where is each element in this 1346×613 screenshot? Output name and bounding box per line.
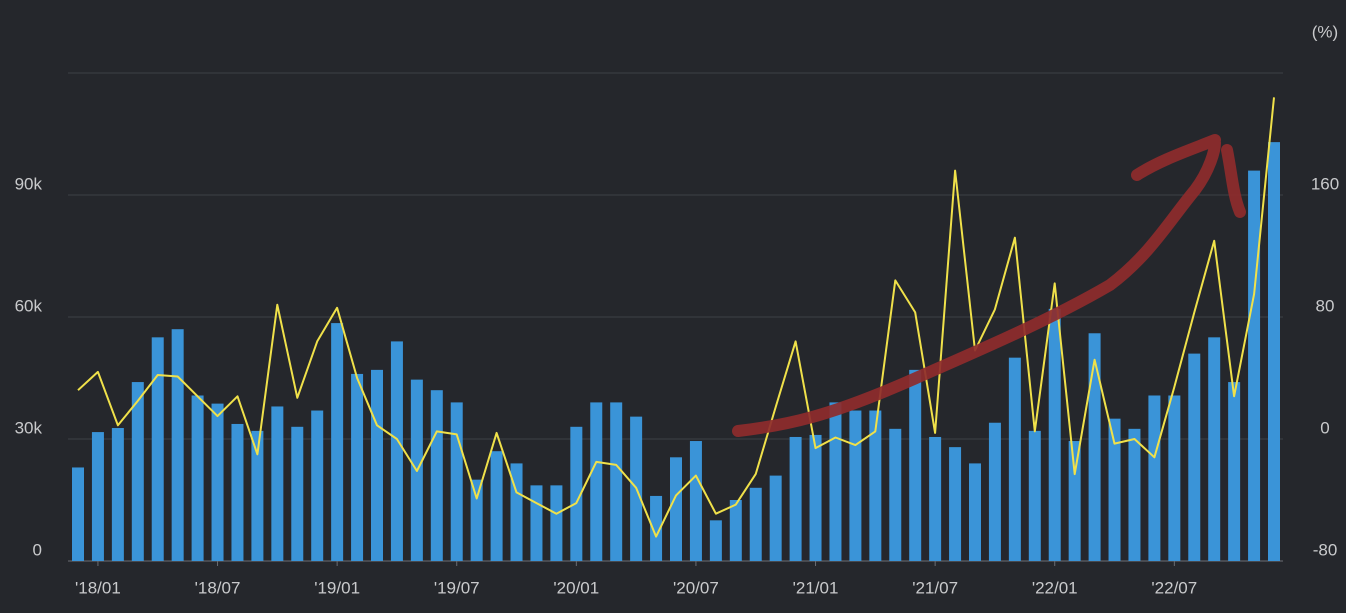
bar bbox=[311, 410, 324, 561]
x-tick-label: '18/07 bbox=[195, 578, 241, 597]
bar bbox=[1028, 430, 1041, 561]
bar bbox=[1208, 337, 1221, 561]
y2-tick-label: 160 bbox=[1311, 174, 1339, 193]
bar bbox=[390, 341, 403, 561]
bar bbox=[650, 495, 663, 561]
bar bbox=[729, 500, 742, 561]
bar bbox=[430, 390, 443, 561]
y-tick-label: 0 bbox=[33, 540, 42, 559]
bar bbox=[251, 430, 264, 561]
arrow-annotation bbox=[732, 134, 1246, 437]
bar bbox=[271, 406, 284, 561]
bar bbox=[1048, 308, 1061, 561]
bar bbox=[371, 369, 383, 561]
bar bbox=[72, 467, 84, 561]
x-tick-label: '20/01 bbox=[553, 578, 599, 597]
bar bbox=[111, 428, 124, 561]
bar bbox=[1108, 418, 1121, 561]
bar bbox=[291, 426, 304, 561]
x-tick-label: '22/01 bbox=[1032, 578, 1078, 597]
bar bbox=[1148, 395, 1161, 561]
bar bbox=[590, 402, 603, 561]
bar bbox=[610, 402, 623, 561]
bar bbox=[749, 487, 762, 561]
bar bbox=[530, 485, 543, 561]
bar bbox=[1128, 428, 1141, 561]
bar bbox=[171, 329, 184, 561]
bar bbox=[1188, 353, 1201, 561]
bar bbox=[809, 434, 822, 561]
y2-axis-label: (%) bbox=[1312, 22, 1338, 41]
y2-tick-label: -80 bbox=[1313, 540, 1338, 559]
bar bbox=[969, 463, 981, 561]
bar bbox=[570, 426, 583, 561]
y2-tick-label: 0 bbox=[1320, 418, 1329, 437]
line bbox=[77, 97, 1275, 538]
y-tick-label: 90k bbox=[15, 174, 43, 193]
bar bbox=[929, 436, 942, 561]
bar bbox=[909, 369, 922, 561]
bar bbox=[869, 410, 882, 561]
bar bbox=[1068, 441, 1081, 561]
bar bbox=[351, 373, 364, 561]
bar bbox=[450, 402, 463, 561]
bars bbox=[72, 142, 1280, 561]
bar bbox=[1088, 333, 1101, 561]
bar bbox=[789, 436, 802, 561]
bar bbox=[510, 463, 523, 561]
bar bbox=[550, 485, 563, 561]
bar bbox=[769, 475, 782, 561]
bar bbox=[231, 423, 244, 561]
bar bbox=[670, 457, 682, 561]
x-tick-label: '18/01 bbox=[75, 578, 121, 597]
bar bbox=[949, 447, 962, 561]
bar bbox=[470, 479, 483, 561]
lines bbox=[77, 97, 1275, 538]
x-tick-label: '19/07 bbox=[434, 578, 480, 597]
grid: 0 30k 60k 90k -80 0 80 160 '18/01 '18/07 '19/01 '19… bbox=[15, 174, 1340, 597]
bar bbox=[1008, 357, 1021, 561]
bar bbox=[1268, 142, 1280, 561]
bar bbox=[490, 451, 503, 561]
x-tick-label: '21/01 bbox=[793, 578, 839, 597]
bar bbox=[988, 422, 1001, 561]
y2-tick-label: 80 bbox=[1316, 296, 1335, 315]
bar bbox=[829, 402, 842, 561]
bar bbox=[1248, 170, 1261, 561]
bar bbox=[849, 410, 862, 561]
bar bbox=[709, 520, 722, 561]
bar bbox=[191, 395, 204, 561]
y-tick-label: 30k bbox=[15, 418, 43, 437]
bar bbox=[689, 441, 702, 561]
bar bbox=[211, 403, 224, 561]
bar bbox=[889, 428, 902, 561]
x-tick-label: '21/07 bbox=[912, 578, 958, 597]
bar bbox=[331, 323, 344, 561]
x-tick-label: '19/01 bbox=[314, 578, 360, 597]
x-tick-label: '20/07 bbox=[673, 578, 719, 597]
bar bbox=[1228, 382, 1241, 561]
bar bbox=[151, 337, 164, 561]
bar bbox=[131, 382, 144, 561]
bar bbox=[1168, 395, 1181, 561]
bar bbox=[91, 432, 104, 561]
y-tick-label: 60k bbox=[15, 296, 43, 315]
x-tick-label: '22/07 bbox=[1151, 578, 1197, 597]
